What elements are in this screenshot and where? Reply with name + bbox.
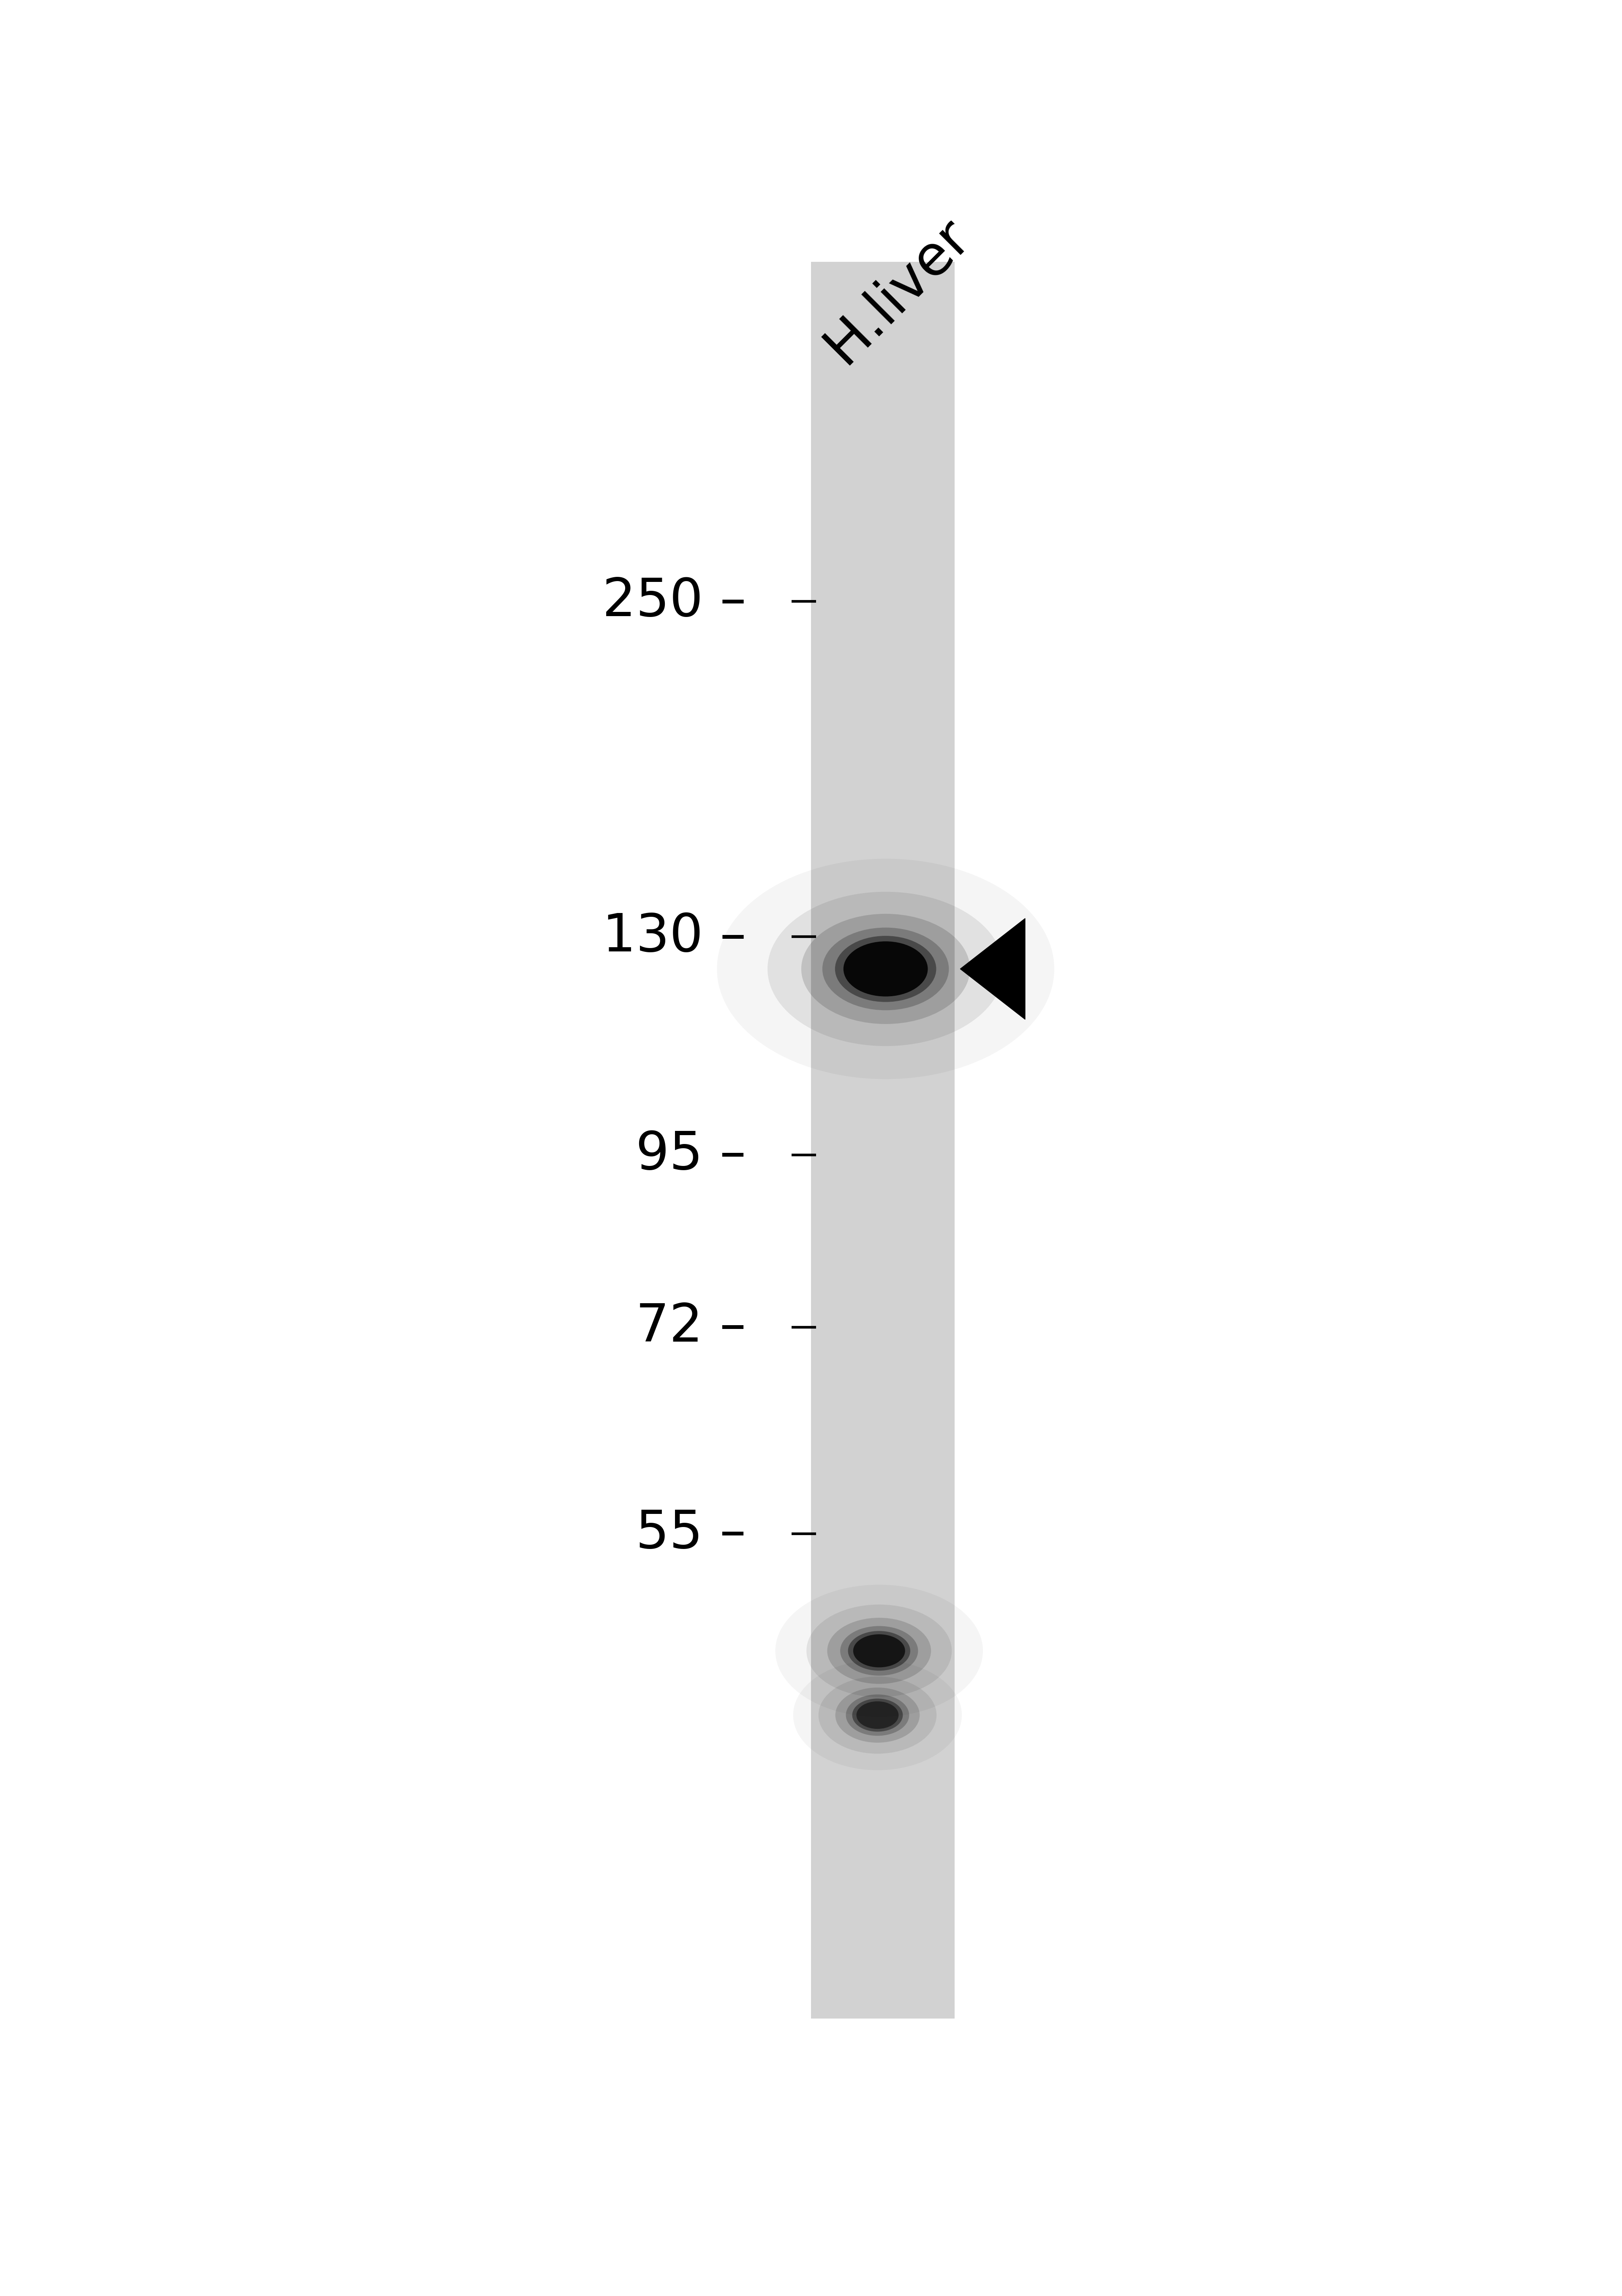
Ellipse shape (767, 891, 1004, 1047)
Text: H.liver: H.liver (814, 209, 980, 374)
Ellipse shape (853, 1635, 905, 1667)
Ellipse shape (852, 1699, 903, 1731)
Ellipse shape (801, 914, 970, 1024)
Text: 130 –: 130 – (602, 912, 746, 962)
Ellipse shape (835, 1688, 920, 1743)
Text: 250 –: 250 – (602, 576, 746, 627)
Polygon shape (960, 918, 1025, 1019)
Ellipse shape (840, 1626, 918, 1676)
Text: 72 –: 72 – (636, 1302, 746, 1352)
Ellipse shape (856, 1701, 899, 1729)
Ellipse shape (843, 941, 928, 996)
Ellipse shape (819, 1676, 936, 1754)
Bar (811, 262, 955, 2018)
Ellipse shape (847, 1694, 908, 1736)
Ellipse shape (822, 928, 949, 1010)
Ellipse shape (835, 937, 936, 1001)
Ellipse shape (848, 1630, 910, 1671)
Text: 95 –: 95 – (636, 1130, 746, 1180)
Ellipse shape (806, 1605, 952, 1697)
Ellipse shape (827, 1619, 931, 1683)
Text: 55 –: 55 – (636, 1508, 746, 1559)
